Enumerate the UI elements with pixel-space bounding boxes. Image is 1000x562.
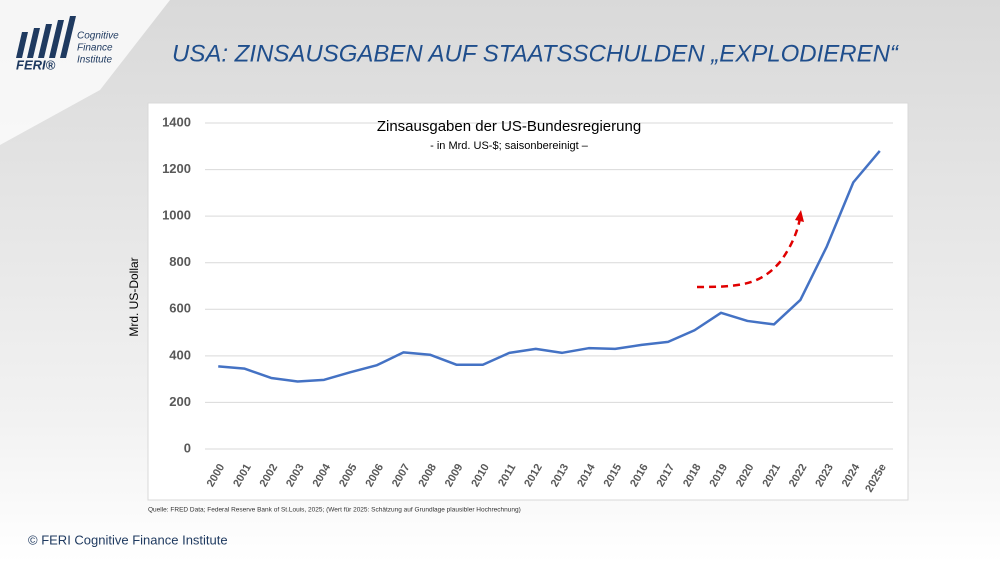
y-tick-label: 600 [169,301,191,316]
y-tick-label: 1400 [162,114,191,129]
y-tick-label: 800 [169,254,191,269]
source-note: Quelle: FRED Data; Federal Reserve Bank … [148,507,521,514]
data-line [218,150,881,383]
footer: © FERI Cognitive Finance Institute [28,532,228,547]
logo-text: Institute [77,55,112,66]
logo-mark [16,16,76,58]
y-tick-label: 400 [169,347,191,362]
chart-subtitle: - in Mrd. US-$; saisonbereinigt – [430,140,589,152]
logo-panel [0,0,170,145]
trend-arrow [696,217,802,289]
y-tick-label: 0 [184,440,191,455]
logo-text: Finance [77,43,113,54]
logo-name: FERI® [16,57,56,72]
slide-title: USA: ZINSAUSGABEN AUF STAATSSCHULDEN „EX… [172,40,900,67]
y-tick-label: 1200 [162,161,191,176]
chart-area [147,102,909,501]
chart-title: Zinsausgaben der US-Bundesregierung [377,118,641,135]
y-axis-label: Mrd. US-Dollar [127,257,141,336]
y-tick-label: 200 [169,394,191,409]
logo-text: Cognitive [77,31,119,42]
y-tick-label: 1000 [162,208,191,223]
trend-arrow-head [795,210,804,222]
